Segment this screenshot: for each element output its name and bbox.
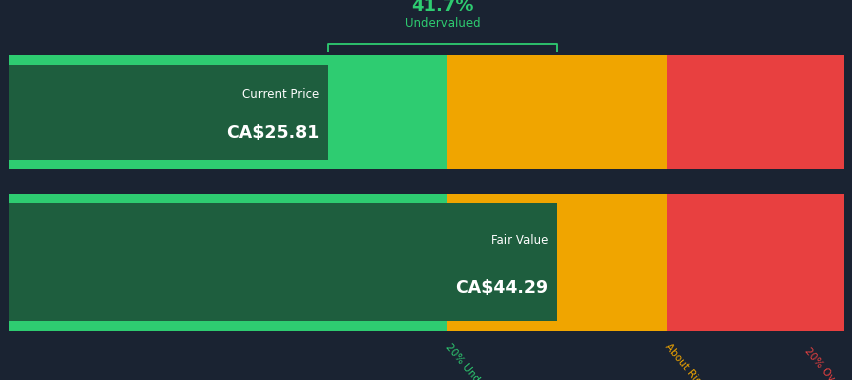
Text: Fair Value: Fair Value [491, 234, 548, 247]
Bar [9, 55, 446, 169]
Bar [666, 55, 843, 169]
Bar [666, 194, 843, 331]
Text: 20% Undervalued: 20% Undervalued [443, 342, 510, 380]
Bar [9, 65, 328, 160]
Text: CA$44.29: CA$44.29 [455, 279, 548, 297]
Text: 20% Overvalued: 20% Overvalued [802, 346, 852, 380]
Bar [446, 194, 666, 331]
Text: About Right: About Right [663, 342, 710, 380]
Bar [446, 55, 666, 169]
Text: 41.7%: 41.7% [411, 0, 474, 15]
Bar [9, 203, 556, 321]
Text: Current Price: Current Price [242, 89, 320, 101]
Bar [9, 194, 446, 331]
Text: Undervalued: Undervalued [405, 17, 480, 30]
Text: CA$25.81: CA$25.81 [226, 124, 320, 142]
